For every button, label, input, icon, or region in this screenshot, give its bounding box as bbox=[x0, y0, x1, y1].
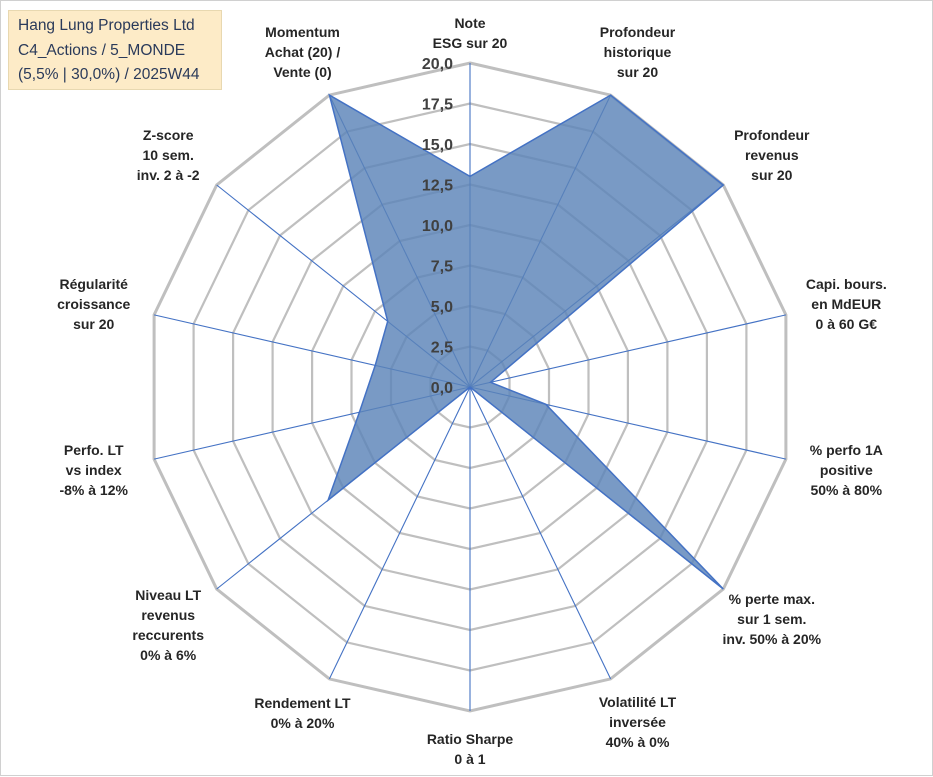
axis-label: Profondeur historique sur 20 bbox=[600, 24, 676, 80]
axis-label: % perfo 1A positive 50% à 80% bbox=[810, 442, 883, 498]
title-line-company: Hang Lung Properties Ltd bbox=[18, 17, 195, 34]
axis-label: Régularité croissance sur 20 bbox=[57, 276, 130, 332]
axis-label: Momentum Achat (20) / Vente (0) bbox=[265, 24, 341, 80]
axis-label: % perte max. sur 1 sem. inv. 50% à 20% bbox=[723, 591, 822, 647]
axis-label: Perfo. LT vs index -8% à 12% bbox=[59, 442, 128, 498]
axis-label: Capi. bours. en MdEUR 0 à 60 G€ bbox=[806, 276, 887, 332]
chart-title-box: Hang Lung Properties Ltd C4_Actions / 5_… bbox=[8, 10, 222, 90]
tick-label-layer: 0,0 2,5 5,0 7,5 10,0 12,5 15,0 17,5 20,0 bbox=[422, 56, 453, 397]
axis-label-layer: Note ESG sur 20 Profondeur historique sur 20… bbox=[57, 15, 887, 767]
tick-label: 5,0 bbox=[431, 299, 453, 316]
axis-label: Ratio Sharpe 0 à 1 bbox=[427, 731, 514, 767]
tick-label: 15,0 bbox=[422, 137, 453, 154]
tick-label: 10,0 bbox=[422, 218, 453, 235]
axis-label: Z-score 10 sem. inv. 2 à -2 bbox=[137, 127, 200, 183]
tick-label: 2,5 bbox=[431, 340, 453, 357]
title-line-portfolio: C4_Actions / 5_MONDE bbox=[18, 41, 186, 59]
axis-label: Niveau LT revenus reccurents 0% à 6% bbox=[132, 587, 204, 663]
tick-label: 20,0 bbox=[422, 56, 453, 73]
axis-label: Rendement LT 0% à 20% bbox=[254, 695, 351, 731]
tick-label: 7,5 bbox=[431, 259, 453, 276]
axis-spoke bbox=[469, 314, 787, 388]
tick-label: 17,5 bbox=[422, 97, 453, 114]
axis-label: Profondeur revenus sur 20 bbox=[734, 127, 810, 183]
tick-label: 0,0 bbox=[431, 380, 453, 397]
title-line-params: (5,5% | 30,0%) / 2025W44 bbox=[18, 66, 200, 83]
tick-label: 12,5 bbox=[422, 178, 453, 195]
series-area bbox=[326, 93, 725, 590]
axis-spoke bbox=[469, 386, 612, 680]
axis-label: Volatilité LT inversée 40% à 0% bbox=[599, 694, 677, 750]
axis-label: Note ESG sur 20 bbox=[433, 15, 508, 51]
axis-spoke bbox=[328, 386, 471, 680]
series-layer bbox=[326, 93, 725, 590]
